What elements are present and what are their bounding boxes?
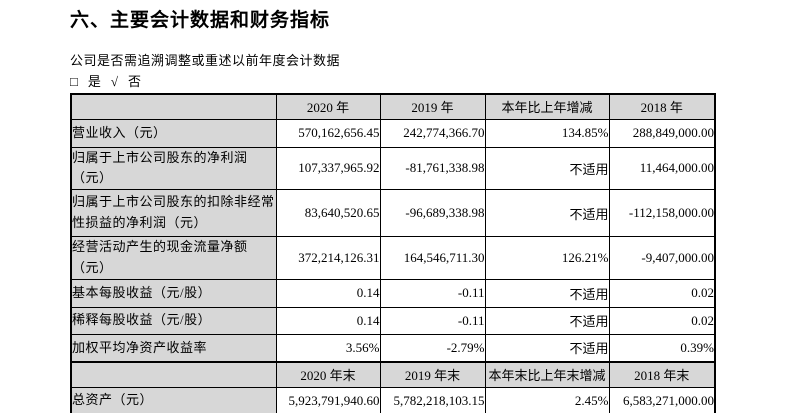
- financial-indicators-table: 2020 年 2019 年 本年比上年增减 2018 年 营业收入（元） 570…: [70, 93, 716, 413]
- table-header-row-year-end: 2020 年末 2019 年末 本年末比上年末增减 2018 年末: [70, 361, 716, 388]
- table-header-row-annual: 2020 年 2019 年 本年比上年增减 2018 年: [70, 93, 716, 120]
- cell-value: 5,923,791,940.60: [275, 386, 381, 413]
- cell-value: 0.14: [275, 306, 381, 335]
- checkbox-unchecked-icon: □: [70, 74, 78, 89]
- row-label-weighted-avg-roe: 加权平均净资产收益率: [70, 333, 277, 363]
- row-label-total-assets: 总资产（元）: [70, 386, 277, 413]
- corner-cell: [70, 361, 277, 388]
- table-row: 加权平均净资产收益率 3.56% -2.79% 不适用 0.39%: [70, 333, 716, 363]
- row-label-revenue: 营业收入（元）: [70, 118, 277, 148]
- cell-value: 83,640,520.65: [275, 189, 381, 238]
- cell-value: 0.14: [275, 278, 381, 308]
- row-label-diluted-eps: 稀释每股收益（元/股）: [70, 306, 277, 335]
- column-header-2019-end: 2019 年末: [379, 361, 486, 388]
- cell-value: 不适用: [484, 189, 610, 238]
- table-row: 归属于上市公司股东的净利润（元） 107,337,965.92 -81,761,…: [70, 146, 716, 191]
- restatement-question: 公司是否需追溯调整或重述以前年度会计数据: [70, 53, 341, 68]
- column-header-yearend-change: 本年末比上年末增减: [484, 361, 610, 388]
- column-header-yoy-change: 本年比上年增减: [484, 93, 610, 120]
- yes-label: 是: [87, 74, 101, 89]
- cell-value: 107,337,965.92: [275, 146, 381, 191]
- cell-value: 5,782,218,103.15: [379, 386, 486, 413]
- cell-value: 不适用: [484, 278, 610, 308]
- cell-value: 288,849,000.00: [608, 118, 716, 148]
- column-header-2019: 2019 年: [379, 93, 486, 120]
- row-label-operating-cash-flow: 经营活动产生的现金流量净额（元）: [70, 236, 277, 280]
- cell-value: 0.02: [608, 278, 716, 308]
- row-label-basic-eps: 基本每股收益（元/股）: [70, 278, 277, 308]
- table-row: 稀释每股收益（元/股） 0.14 -0.11 不适用 0.02: [70, 306, 716, 335]
- cell-value: -0.11: [379, 306, 486, 335]
- table-row: 经营活动产生的现金流量净额（元） 372,214,126.31 164,546,…: [70, 236, 716, 280]
- column-header-2020: 2020 年: [275, 93, 381, 120]
- cell-value: 3.56%: [275, 333, 381, 363]
- cell-value: -0.11: [379, 278, 486, 308]
- cell-value: 372,214,126.31: [275, 236, 381, 280]
- corner-cell: [70, 93, 277, 120]
- cell-value: 不适用: [484, 146, 610, 191]
- cell-value: 不适用: [484, 306, 610, 335]
- cell-value: -9,407,000.00: [608, 236, 716, 280]
- row-label-net-profit: 归属于上市公司股东的净利润（元）: [70, 146, 277, 191]
- table-row: 总资产（元） 5,923,791,940.60 5,782,218,103.15…: [70, 386, 716, 413]
- cell-value: 126.21%: [484, 236, 610, 280]
- section-title: 六、主要会计数据和财务指标: [70, 10, 331, 31]
- column-header-2018-end: 2018 年末: [608, 361, 716, 388]
- column-header-2018: 2018 年: [608, 93, 716, 120]
- cell-value: 242,774,366.70: [379, 118, 486, 148]
- no-label: 否: [128, 74, 142, 89]
- cell-value: -2.79%: [379, 333, 486, 363]
- restatement-answer: □ 是 √ 否: [70, 71, 151, 90]
- cell-value: 0.02: [608, 306, 716, 335]
- cell-value: 0.39%: [608, 333, 716, 363]
- cell-value: -112,158,000.00: [608, 189, 716, 238]
- table-row: 归属于上市公司股东的扣除非经常性损益的净利润（元） 83,640,520.65 …: [70, 189, 716, 238]
- cell-value: 134.85%: [484, 118, 610, 148]
- cell-value: 570,162,656.45: [275, 118, 381, 148]
- row-label-net-profit-excl-nonrecurring: 归属于上市公司股东的扣除非经常性损益的净利润（元）: [70, 189, 277, 238]
- check-icon: √: [110, 74, 119, 89]
- table-row: 基本每股收益（元/股） 0.14 -0.11 不适用 0.02: [70, 278, 716, 308]
- cell-value: 164,546,711.30: [379, 236, 486, 280]
- table-row: 营业收入（元） 570,162,656.45 242,774,366.70 13…: [70, 118, 716, 148]
- cell-value: 不适用: [484, 333, 610, 363]
- cell-value: 11,464,000.00: [608, 146, 716, 191]
- cell-value: 6,583,271,000.00: [608, 386, 716, 413]
- cell-value: -96,689,338.98: [379, 189, 486, 238]
- cell-value: -81,761,338.98: [379, 146, 486, 191]
- column-header-2020-end: 2020 年末: [275, 361, 381, 388]
- cell-value: 2.45%: [484, 386, 610, 413]
